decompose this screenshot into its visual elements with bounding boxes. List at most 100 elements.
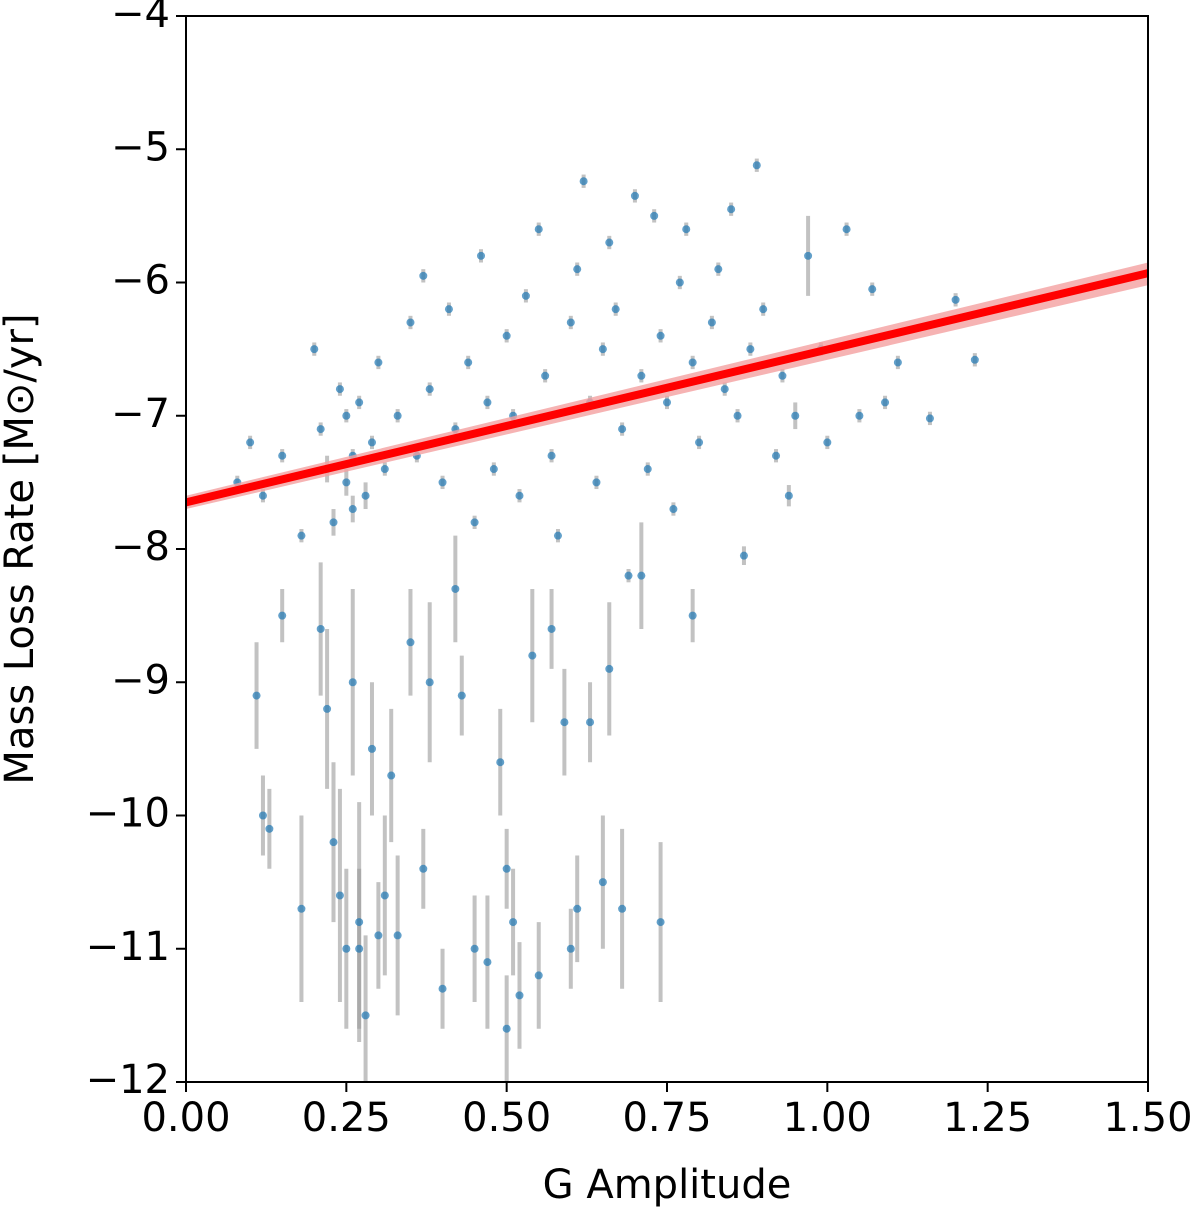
data-point xyxy=(515,491,524,500)
data-point xyxy=(720,385,729,394)
data-point xyxy=(342,944,351,953)
data-point xyxy=(310,345,319,354)
data-point xyxy=(297,904,306,913)
data-point xyxy=(335,891,344,900)
data-point xyxy=(483,958,492,967)
y-tick-label: −7 xyxy=(111,391,170,437)
fit-line xyxy=(186,269,1148,507)
data-point xyxy=(534,971,543,980)
data-point xyxy=(444,305,453,314)
data-point xyxy=(618,904,627,913)
data-point xyxy=(470,518,479,527)
data-point xyxy=(573,265,582,274)
data-point xyxy=(361,491,370,500)
data-point xyxy=(605,238,614,247)
data-point xyxy=(278,451,287,460)
data-point xyxy=(541,371,550,380)
data-point xyxy=(425,385,434,394)
data-point xyxy=(759,305,768,314)
data-point xyxy=(804,251,813,260)
data-point xyxy=(772,451,781,460)
data-point xyxy=(355,944,364,953)
data-point xyxy=(252,691,261,700)
data-point xyxy=(733,411,742,420)
y-tick-label: −4 xyxy=(111,0,170,37)
data-point xyxy=(682,225,691,234)
y-tick-label: −11 xyxy=(86,924,170,970)
data-point xyxy=(669,505,678,514)
data-point xyxy=(547,624,556,633)
data-point xyxy=(739,551,748,560)
data-point xyxy=(496,758,505,767)
data-point xyxy=(348,505,357,514)
data-point xyxy=(637,371,646,380)
data-point xyxy=(342,411,351,420)
y-tick-label: −6 xyxy=(111,258,170,304)
data-point xyxy=(246,438,255,447)
data-point xyxy=(598,345,607,354)
data-point xyxy=(374,931,383,940)
data-point xyxy=(355,918,364,927)
data-point xyxy=(502,1024,511,1033)
data-point xyxy=(515,991,524,1000)
data-point xyxy=(784,491,793,500)
data-point xyxy=(374,358,383,367)
data-point xyxy=(592,478,601,487)
x-tick-label: 1.50 xyxy=(1103,1095,1192,1141)
data-point xyxy=(502,864,511,873)
data-point xyxy=(393,411,402,420)
data-point xyxy=(618,425,627,434)
y-tick-label: −10 xyxy=(86,791,170,837)
data-point xyxy=(316,624,325,633)
data-point xyxy=(470,944,479,953)
data-point xyxy=(528,651,537,660)
data-point xyxy=(727,205,736,214)
y-tick-label: −12 xyxy=(86,1057,170,1103)
data-point xyxy=(387,771,396,780)
data-point xyxy=(534,225,543,234)
data-point xyxy=(278,611,287,620)
data-point xyxy=(778,371,787,380)
data-point xyxy=(489,465,498,474)
data-point xyxy=(643,465,652,474)
data-point xyxy=(868,285,877,294)
data-point xyxy=(881,398,890,407)
data-point xyxy=(483,398,492,407)
data-point xyxy=(611,305,620,314)
data-point xyxy=(855,411,864,420)
data-point xyxy=(714,265,723,274)
x-tick-label: 0.25 xyxy=(302,1095,391,1141)
data-point xyxy=(566,318,575,327)
data-point xyxy=(925,414,934,423)
data-point xyxy=(316,425,325,434)
data-point xyxy=(464,358,473,367)
data-point xyxy=(406,638,415,647)
data-point xyxy=(438,984,447,993)
x-tick-label: 0.00 xyxy=(141,1095,230,1141)
x-tick-label: 0.75 xyxy=(622,1095,711,1141)
y-tick-label: −5 xyxy=(111,124,170,170)
data-point xyxy=(419,864,428,873)
data-point xyxy=(630,191,639,200)
data-point xyxy=(502,331,511,340)
y-tick-label: −8 xyxy=(111,524,170,570)
data-point xyxy=(367,744,376,753)
x-tick-label: 0.50 xyxy=(462,1095,551,1141)
data-point xyxy=(675,278,684,287)
data-point xyxy=(342,478,351,487)
data-point xyxy=(406,318,415,327)
data-point xyxy=(265,824,274,833)
data-point xyxy=(688,611,697,620)
data-point xyxy=(656,918,665,927)
data-point xyxy=(746,345,755,354)
data-point xyxy=(951,295,960,304)
data-point xyxy=(823,438,832,447)
data-point xyxy=(663,398,671,407)
data-point xyxy=(323,704,332,713)
data-point xyxy=(258,491,267,500)
data-point xyxy=(752,161,761,170)
data-point xyxy=(355,398,364,407)
data-point xyxy=(566,944,575,953)
data-point xyxy=(477,251,486,260)
